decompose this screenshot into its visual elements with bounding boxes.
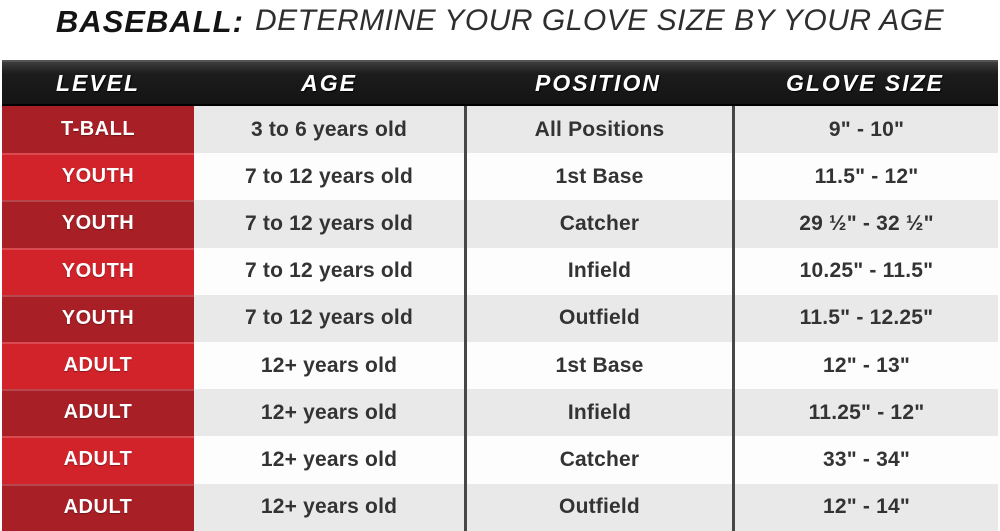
level-cell: T-BALL xyxy=(2,106,194,154)
table-header-row: LEVEL AGE POSITION GLOVE SIZE xyxy=(2,60,998,106)
level-cell: YOUTH xyxy=(2,247,194,295)
column-header-age: AGE xyxy=(301,69,357,96)
level-cell: YOUTH xyxy=(2,200,194,248)
column-header-level: LEVEL xyxy=(55,69,141,96)
glove-size-cell: 29 ½" - 32 ½" xyxy=(732,200,998,248)
table-body: T-BALL 3 to 6 years old All Positions 9"… xyxy=(2,106,998,531)
position-cell: 1st Base xyxy=(464,341,732,390)
glove-size-cell: 9" - 10" xyxy=(732,106,998,154)
age-cell: 12+ years old xyxy=(194,389,464,437)
position-cell: Catcher xyxy=(464,436,732,484)
glove-size-cell: 11.5" - 12" xyxy=(732,153,998,201)
position-cell: Infield xyxy=(464,389,732,437)
size-table: LEVEL AGE POSITION GLOVE SIZE T-BALL 3 t… xyxy=(2,60,998,531)
level-cell: YOUTH xyxy=(2,153,194,201)
glove-size-cell: 11.25" - 12" xyxy=(732,389,998,437)
age-cell: 12+ years old xyxy=(194,436,464,484)
age-cell: 3 to 6 years old xyxy=(194,106,464,154)
table-row: ADULT 12+ years old 1st Base 12" - 13" xyxy=(2,341,998,390)
title-subtitle: DETERMINE YOUR GLOVE SIZE BY YOUR AGE xyxy=(254,4,945,37)
table-row: YOUTH 7 to 12 years old 1st Base 11.5" -… xyxy=(2,153,998,201)
age-cell: 7 to 12 years old xyxy=(194,247,464,295)
glove-size-cell: 11.5" - 12.25" xyxy=(732,294,998,342)
glove-size-cell: 12" - 14" xyxy=(732,483,998,531)
position-cell: Outfield xyxy=(464,294,732,342)
position-cell: 1st Base xyxy=(464,153,732,201)
level-cell: ADULT xyxy=(2,483,194,531)
glove-size-cell: 10.25" - 11.5" xyxy=(732,247,998,295)
position-cell: Catcher xyxy=(464,200,732,248)
age-cell: 12+ years old xyxy=(194,341,464,390)
level-cell: ADULT xyxy=(2,436,194,484)
position-cell: All Positions xyxy=(464,106,732,154)
level-cell: ADULT xyxy=(2,341,194,390)
age-cell: 12+ years old xyxy=(194,483,464,531)
age-cell: 7 to 12 years old xyxy=(194,153,464,201)
title-sport-label: BASEBALL: xyxy=(55,4,244,39)
table-row: YOUTH 7 to 12 years old Infield 10.25" -… xyxy=(2,247,998,295)
position-cell: Outfield xyxy=(464,483,732,531)
position-cell: Infield xyxy=(464,247,732,295)
age-cell: 7 to 12 years old xyxy=(194,200,464,248)
page-title: BASEBALL: DETERMINE YOUR GLOVE SIZE BY Y… xyxy=(0,0,1000,60)
level-cell: YOUTH xyxy=(2,294,194,342)
column-header-glove-size: GLOVE SIZE xyxy=(785,69,945,96)
glove-size-cell: 12" - 13" xyxy=(732,341,998,390)
table-row: ADULT 12+ years old Infield 11.25" - 12" xyxy=(2,389,998,437)
table-row: YOUTH 7 to 12 years old Outfield 11.5" -… xyxy=(2,294,998,342)
table-row: ADULT 12+ years old Catcher 33" - 34" xyxy=(2,436,998,484)
table-row: ADULT 12+ years old Outfield 12" - 14" xyxy=(2,483,998,531)
glove-size-cell: 33" - 34" xyxy=(732,436,998,484)
table-row: T-BALL 3 to 6 years old All Positions 9"… xyxy=(2,106,998,154)
table-row: YOUTH 7 to 12 years old Catcher 29 ½" - … xyxy=(2,200,998,248)
age-cell: 7 to 12 years old xyxy=(194,294,464,342)
column-header-position: POSITION xyxy=(535,69,661,96)
level-cell: ADULT xyxy=(2,389,194,437)
